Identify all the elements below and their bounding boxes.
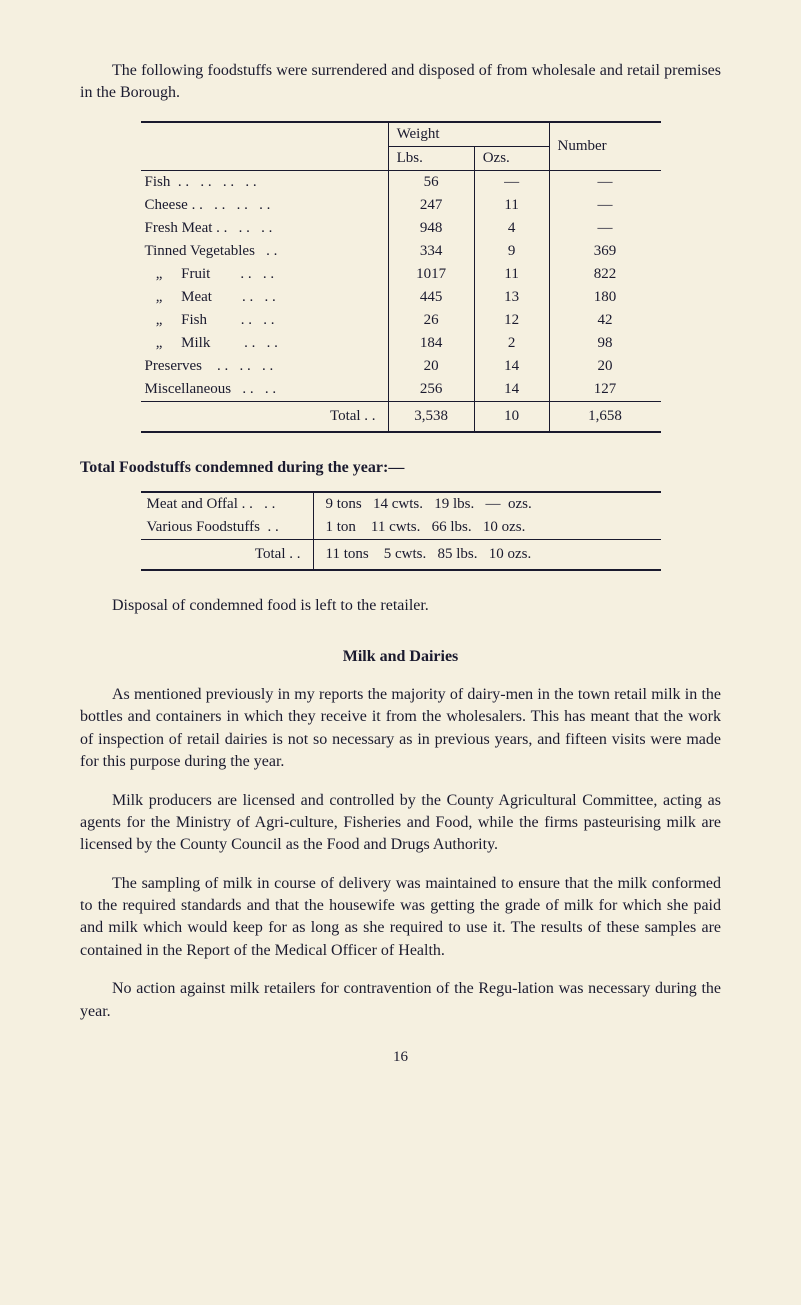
row-ozs: 13 <box>474 286 549 309</box>
row-number: 42 <box>549 309 660 332</box>
row-number: 127 <box>549 378 660 402</box>
row-number: 98 <box>549 332 660 355</box>
row-ozs: 9 <box>474 240 549 263</box>
total-row: Total . . 3,538 10 1,658 <box>141 401 661 432</box>
intro-text: The following foodstuffs were surrendere… <box>80 60 721 105</box>
row-lbs: 56 <box>388 170 474 194</box>
table-row: Tinned Vegetables . . 334 9 369 <box>141 240 661 263</box>
row-label: Fresh Meat . . . . . . <box>141 217 389 240</box>
para1: As mentioned previously in my reports th… <box>80 684 721 774</box>
row-number: 20 <box>549 355 660 378</box>
table-row: „ Fruit . . . . 1017 11 822 <box>141 263 661 286</box>
table-row: „ Fish . . . . 26 12 42 <box>141 309 661 332</box>
condemned-heading: Total Foodstuffs condemned during the ye… <box>80 457 721 479</box>
row-val: 9 tons 14 cwts. 19 lbs. — ozs. <box>313 492 661 516</box>
table-row: Fresh Meat . . . . . . 948 4 — <box>141 217 661 240</box>
row-ozs: 14 <box>474 355 549 378</box>
para4: No action against milk retailers for con… <box>80 978 721 1023</box>
row-label: Fish . . . . . . . . <box>141 170 389 194</box>
para2: Milk producers are licensed and controll… <box>80 790 721 857</box>
row-lbs: 948 <box>388 217 474 240</box>
row-label: Miscellaneous . . . . <box>141 378 389 402</box>
col-weight: Weight <box>388 122 549 147</box>
row-lbs: 20 <box>388 355 474 378</box>
total-lbs: 3,538 <box>388 401 474 432</box>
table-row: Fish . . . . . . . . 56 — — <box>141 170 661 194</box>
row-number: 822 <box>549 263 660 286</box>
foodstuffs-table: Weight Number Lbs. Ozs. Fish . . . . . .… <box>141 121 661 433</box>
total-ozs: 10 <box>474 401 549 432</box>
row-number: 180 <box>549 286 660 309</box>
row-lbs: 1017 <box>388 263 474 286</box>
row-label: „ Fruit . . . . <box>141 263 389 286</box>
row-label: „ Milk . . . . <box>141 332 389 355</box>
row-lbs: 256 <box>388 378 474 402</box>
condemned-table: Meat and Offal . . . . 9 tons 14 cwts. 1… <box>141 491 661 571</box>
row-number: — <box>549 194 660 217</box>
row-label: Tinned Vegetables . . <box>141 240 389 263</box>
row-ozs: 11 <box>474 263 549 286</box>
table-row: „ Meat . . . . 445 13 180 <box>141 286 661 309</box>
row-ozs: 11 <box>474 194 549 217</box>
row-number: — <box>549 217 660 240</box>
table-row: Cheese . . . . . . . . 247 11 — <box>141 194 661 217</box>
row-number: — <box>549 170 660 194</box>
total-label: Total . . <box>141 401 389 432</box>
row-label: Cheese . . . . . . . . <box>141 194 389 217</box>
total-val: 11 tons 5 cwts. 85 lbs. 10 ozs. <box>313 540 661 571</box>
section-title: Milk and Dairies <box>80 646 721 668</box>
para3: The sampling of milk in course of delive… <box>80 873 721 963</box>
total-number: 1,658 <box>549 401 660 432</box>
row-label: Various Foodstuffs . . <box>141 516 314 540</box>
row-label: Preserves . . . . . . <box>141 355 389 378</box>
row-number: 369 <box>549 240 660 263</box>
row-label: „ Meat . . . . <box>141 286 389 309</box>
row-ozs: 14 <box>474 378 549 402</box>
row-val: 1 ton 11 cwts. 66 lbs. 10 ozs. <box>313 516 661 540</box>
table-row: „ Milk . . . . 184 2 98 <box>141 332 661 355</box>
row-lbs: 26 <box>388 309 474 332</box>
row-ozs: — <box>474 170 549 194</box>
col-lbs: Lbs. <box>388 146 474 170</box>
table-row: Miscellaneous . . . . 256 14 127 <box>141 378 661 402</box>
row-ozs: 2 <box>474 332 549 355</box>
row-lbs: 247 <box>388 194 474 217</box>
row-label: „ Fish . . . . <box>141 309 389 332</box>
total-label: Total . . <box>141 540 314 571</box>
row-lbs: 445 <box>388 286 474 309</box>
row-lbs: 334 <box>388 240 474 263</box>
page-number: 16 <box>80 1047 721 1068</box>
row-ozs: 12 <box>474 309 549 332</box>
col-number: Number <box>549 122 660 171</box>
row-lbs: 184 <box>388 332 474 355</box>
row-label: Meat and Offal . . . . <box>141 492 314 516</box>
table-row: Preserves . . . . . . 20 14 20 <box>141 355 661 378</box>
col-ozs: Ozs. <box>474 146 549 170</box>
disposal-text: Disposal of condemned food is left to th… <box>80 595 721 617</box>
row-ozs: 4 <box>474 217 549 240</box>
